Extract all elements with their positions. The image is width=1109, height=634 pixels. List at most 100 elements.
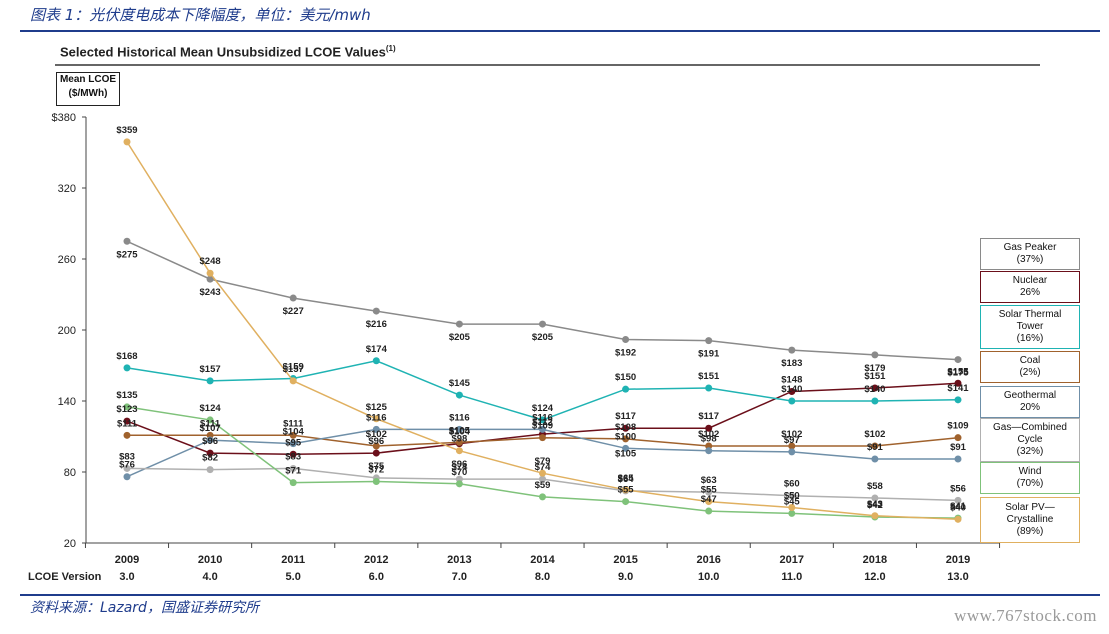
legend-item-label: 26% <box>1019 287 1040 298</box>
data-point <box>206 466 214 474</box>
data-point <box>289 464 297 472</box>
data-label: $150 <box>615 372 636 383</box>
data-point <box>788 504 796 511</box>
data-label: $56 <box>950 483 966 494</box>
version-label: 4.0 <box>202 571 217 583</box>
data-point <box>871 384 879 392</box>
data-label: $175 <box>947 368 969 379</box>
data-label: $42 <box>867 500 883 511</box>
data-label: $102 <box>698 429 719 440</box>
data-label: $45 <box>784 496 801 507</box>
data-label: $117 <box>698 411 719 422</box>
x-tick-label: 2017 <box>780 554 804 566</box>
data-label: $109 <box>532 421 553 432</box>
data-point <box>289 377 297 385</box>
data-label: $60 <box>784 479 800 490</box>
data-point <box>206 269 214 277</box>
data-label: $98 <box>701 434 717 445</box>
data-label: $116 <box>532 412 553 423</box>
version-label: 12.0 <box>864 571 885 583</box>
data-point <box>871 397 879 405</box>
data-point <box>788 397 796 405</box>
x-tick-label: 2013 <box>447 554 471 566</box>
data-point <box>123 473 131 481</box>
data-point <box>539 493 546 501</box>
legend-item-label: Nuclear <box>1012 275 1048 286</box>
data-point <box>372 415 380 423</box>
data-point <box>788 492 796 500</box>
version-axis-label: LCOE Version <box>28 571 102 583</box>
data-label: $168 <box>116 351 137 362</box>
data-label: $205 <box>532 332 554 343</box>
data-label: $96 <box>202 436 218 447</box>
data-point <box>372 357 380 365</box>
legend-item: Solar PV— Crystalline (89%) <box>980 497 1080 543</box>
data-label: $64 <box>618 474 635 485</box>
data-point <box>455 425 463 433</box>
data-point <box>954 434 962 442</box>
data-point <box>206 416 214 424</box>
data-point <box>372 307 380 315</box>
data-label: $192 <box>615 347 636 358</box>
data-point <box>289 440 297 448</box>
version-label: 8.0 <box>535 571 550 583</box>
legend-item-label: Gas Peaker <box>1003 242 1057 253</box>
data-label: $43 <box>867 499 883 510</box>
data-label: $111 <box>200 418 221 429</box>
data-label: $98 <box>451 434 467 445</box>
data-label: $216 <box>366 319 387 330</box>
x-tick-label: 2018 <box>863 554 887 566</box>
data-point <box>705 498 713 506</box>
x-tick-label: 2016 <box>696 554 720 566</box>
data-point <box>871 351 879 359</box>
data-point <box>539 434 546 442</box>
data-label: $124 <box>200 403 222 414</box>
data-point <box>954 496 962 504</box>
data-label: $40 <box>950 502 966 513</box>
version-label: 9.0 <box>618 571 633 583</box>
legend-item-label: Wind <box>1018 466 1042 477</box>
source-note: 资料来源：Lazard，国盛证券研究所 <box>30 600 259 616</box>
data-label: $96 <box>451 459 467 470</box>
legend-item-label: Tower <box>1016 321 1044 332</box>
data-point <box>622 486 630 494</box>
data-point <box>372 477 380 485</box>
data-point <box>206 449 214 457</box>
legend-item: Nuclear 26% <box>980 271 1080 303</box>
x-tick-label: 2009 <box>115 554 139 566</box>
legend-item-label: (2%) <box>1019 367 1041 378</box>
x-tick-label: 2010 <box>198 554 222 566</box>
data-label: $359 <box>116 125 137 136</box>
data-label: $96 <box>368 436 384 447</box>
legend-item-label: Solar PV— <box>1005 502 1055 513</box>
data-point <box>539 425 546 433</box>
y-tick-label: 200 <box>58 325 76 337</box>
data-point <box>123 138 131 146</box>
legend-item-label: (37%) <box>1016 254 1044 265</box>
data-label: $55 <box>618 485 635 496</box>
data-label: $140 <box>864 384 885 395</box>
data-label: $179 <box>864 363 885 374</box>
data-point <box>954 356 962 364</box>
data-point <box>705 424 713 432</box>
data-point <box>289 431 297 439</box>
data-label: $59 <box>535 480 551 491</box>
data-label: $111 <box>283 418 304 429</box>
data-point <box>622 444 630 452</box>
version-label: 10.0 <box>698 571 719 583</box>
figure-caption: 图表 1：光伏度电成本下降幅度，单位：美元/mwh <box>30 6 371 24</box>
legend-item-label: Crystalline <box>1006 514 1054 525</box>
y-tick-label: 20 <box>64 538 76 550</box>
data-label: $105 <box>615 448 637 459</box>
data-label: $83 <box>119 451 135 462</box>
data-label: $72 <box>368 464 384 475</box>
version-label: 5.0 <box>286 571 301 583</box>
data-label: $248 <box>200 256 221 267</box>
data-point <box>871 512 879 520</box>
legend-item-label: (16%) <box>1016 333 1044 344</box>
data-point <box>622 335 630 343</box>
watermark: www.767stock.com <box>954 606 1097 625</box>
data-label: $109 <box>947 421 968 432</box>
version-label: 6.0 <box>369 571 384 583</box>
data-point <box>954 455 962 463</box>
